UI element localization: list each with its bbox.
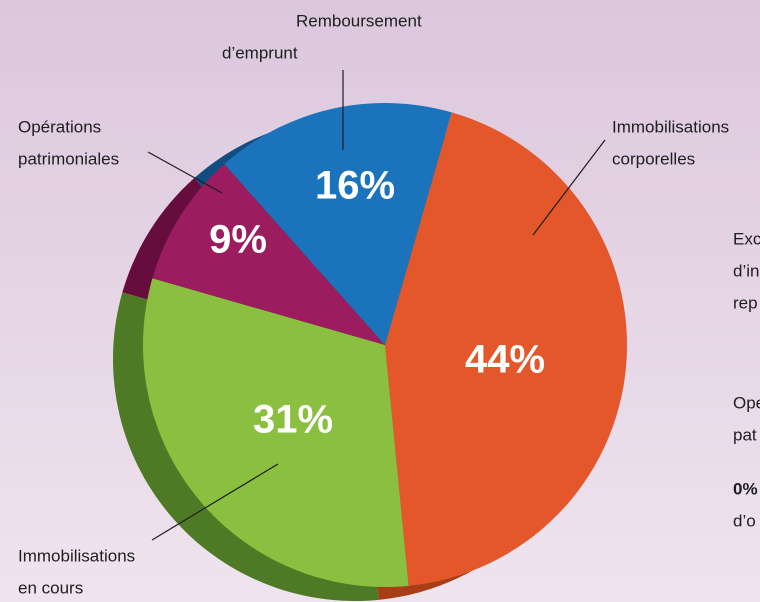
- side-text: rep: [733, 293, 758, 312]
- category-label: Opérations: [18, 117, 101, 136]
- category-label: corporelles: [612, 149, 695, 168]
- leader-line: [147, 151, 223, 194]
- slice: [385, 112, 627, 586]
- value-label: 16%: [315, 164, 395, 208]
- slice: [142, 278, 409, 587]
- category-label: en cours: [18, 578, 83, 597]
- category-label: patrimoniales: [18, 149, 119, 168]
- leader-line: [151, 463, 279, 541]
- side-text: pat: [733, 425, 757, 444]
- value-label: 9%: [209, 218, 267, 262]
- side-text: d’in: [733, 261, 759, 280]
- slice: [152, 164, 385, 345]
- category-label: d’emprunt: [222, 43, 298, 62]
- side-text: Exc: [733, 229, 760, 248]
- side-text: d’o: [733, 511, 756, 530]
- leader-line: [532, 139, 606, 236]
- side-text: 0%: [733, 479, 758, 498]
- category-label: Immobilisations: [18, 546, 135, 565]
- value-label: 31%: [253, 398, 333, 442]
- category-label: Immobilisations: [612, 117, 729, 136]
- side-text: Ope: [733, 393, 760, 412]
- value-label: 44%: [465, 338, 545, 382]
- category-label: Remboursement: [296, 11, 422, 30]
- slice: [224, 103, 452, 345]
